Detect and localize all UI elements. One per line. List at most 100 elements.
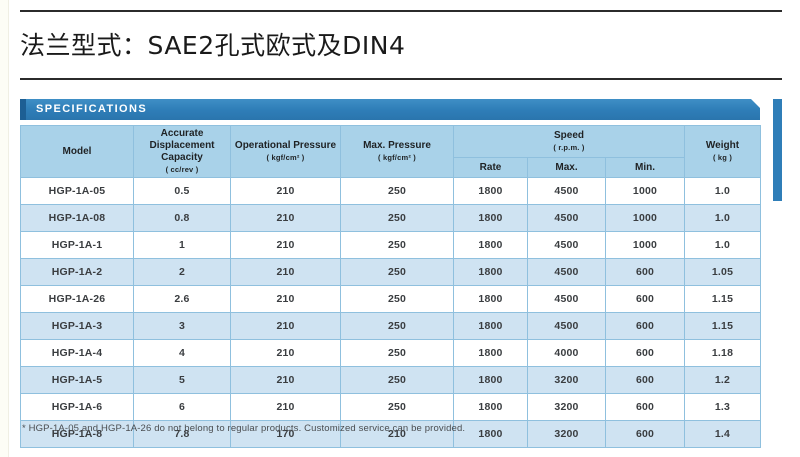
specifications-table-container: Model Accurate Displacement Capacity ( c… [20,124,761,448]
cell-speed-max: 3200 [527,366,606,394]
cell-speed-min: 600 [605,339,685,367]
cell-speed-rate: 1800 [453,231,528,259]
cell-displacement: 0.8 [133,204,231,232]
cell-model: HGP-1A-05 [20,177,134,205]
cell-speed-max: 3200 [527,393,606,421]
cell-speed-rate: 1800 [453,285,528,313]
table-header: Model Accurate Displacement Capacity ( c… [20,124,761,178]
page-title: 法兰型式：SAE2孔式欧式及DIN4 [20,31,406,60]
cell-weight: 1.0 [684,231,761,259]
cell-model: HGP-1A-1 [20,231,134,259]
cell-displacement: 3 [133,312,231,340]
table-row: HGP-1A-2 2 210 250 1800 4500 600 1.05 [20,258,761,286]
specifications-banner-background [20,99,760,120]
column-header-operational-pressure-label: Operational Pressure [234,140,337,151]
cell-weight: 1.05 [684,258,761,286]
cell-displacement: 2.6 [133,285,231,313]
column-header-weight-unit: ( kg ) [712,153,733,162]
cell-weight: 1.0 [684,204,761,232]
specifications-banner-label: SPECIFICATIONS [36,103,148,115]
table-row: HGP-1A-26 2.6 210 250 1800 4500 600 1.15 [20,285,761,313]
cell-model: HGP-1A-2 [20,258,134,286]
column-header-weight: Weight ( kg ) [684,125,761,178]
cell-model: HGP-1A-5 [20,366,134,394]
cell-model: HGP-1A-08 [20,204,134,232]
table-row: HGP-1A-5 5 210 250 1800 3200 600 1.2 [20,366,761,394]
cell-speed-max: 4500 [527,312,606,340]
cell-max-pressure: 250 [340,204,454,232]
cell-speed-max: 4000 [527,339,606,367]
column-header-max-pressure-label: Max. Pressure [363,140,431,151]
cell-operational-pressure: 210 [230,204,341,232]
cell-model: HGP-1A-3 [20,312,134,340]
cell-displacement: 1 [133,231,231,259]
cell-speed-rate: 1800 [453,204,528,232]
column-header-weight-label: Weight [705,140,740,151]
left-margin-strip [0,0,9,457]
cell-model: HGP-1A-8 [20,420,134,448]
cell-speed-min: 600 [605,366,685,394]
cell-max-pressure: 250 [340,339,454,367]
cell-operational-pressure: 210 [230,366,341,394]
cell-speed-min: 600 [605,393,685,421]
title-rule-bottom [20,78,782,80]
cell-speed-max: 4500 [527,204,606,232]
cell-speed-min: 600 [605,258,685,286]
cell-weight: 1.15 [684,285,761,313]
column-header-operational-pressure-unit: ( kgf/cm² ) [266,153,305,162]
cell-max-pressure: 250 [340,366,454,394]
cell-displacement: 4 [133,339,231,367]
cell-model: HGP-1A-6 [20,393,134,421]
title-rule-top [20,10,782,12]
cell-operational-pressure: 210 [230,285,341,313]
cell-displacement: 2 [133,258,231,286]
column-header-speed-max: Max. [527,157,606,178]
cell-speed-rate: 1800 [453,258,528,286]
table-footnote: * HGP-1A-05 and HGP-1A-26 do not belong … [22,423,466,434]
cell-operational-pressure: 210 [230,231,341,259]
cell-speed-max: 4500 [527,177,606,205]
column-header-speed-min: Min. [605,157,685,178]
table-header-row-primary: Model Accurate Displacement Capacity ( c… [20,124,761,178]
column-header-displacement-unit: ( cc/rev ) [165,165,199,174]
specifications-banner-accent [20,99,26,120]
cell-speed-min: 1000 [605,204,685,232]
cell-speed-rate: 1800 [453,393,528,421]
cell-model: HGP-1A-26 [20,285,134,313]
cell-speed-max: 3200 [527,420,606,448]
table-row: HGP-1A-8 7.8 170 210 1800 3200 600 1.4 [20,420,761,448]
specifications-banner: SPECIFICATIONS [20,99,760,120]
title-section: 法兰型式：SAE2孔式欧式及DIN4 [0,0,800,90]
cell-operational-pressure: 210 [230,258,341,286]
cell-operational-pressure: 210 [230,393,341,421]
cell-max-pressure: 250 [340,312,454,340]
cell-max-pressure: 250 [340,393,454,421]
cell-operational-pressure: 210 [230,177,341,205]
cell-weight: 1.0 [684,177,761,205]
cell-speed-min: 1000 [605,231,685,259]
column-header-displacement-label: Accurate Displacement Capacity [149,128,215,163]
table-body: HGP-1A-05 0.5 210 250 1800 4500 1000 1.0 HGP-1A-… [20,177,761,448]
cell-speed-min: 1000 [605,177,685,205]
cell-speed-min: 600 [605,420,685,448]
cell-weight: 1.3 [684,393,761,421]
cell-model: HGP-1A-4 [20,339,134,367]
column-header-model-label: Model [62,145,92,157]
cell-speed-rate: 1800 [453,366,528,394]
table-row: HGP-1A-6 6 210 250 1800 3200 600 1.3 [20,393,761,421]
cell-max-pressure: 250 [340,177,454,205]
column-header-max-pressure-unit: ( kgf/cm² ) [377,153,417,162]
cell-weight: 1.18 [684,339,761,367]
cell-speed-max: 4500 [527,231,606,259]
cell-operational-pressure: 170 [230,420,341,448]
table-row: HGP-1A-1 1 210 250 1800 4500 1000 1.0 [20,231,761,259]
table-header-row-secondary: Rate Max. Min. [21,157,761,178]
table-row: HGP-1A-05 0.5 210 250 1800 4500 1000 1.0 [20,177,761,205]
column-header-speed-rate: Rate [453,157,528,178]
cell-speed-min: 600 [605,285,685,313]
cell-speed-max: 4500 [527,285,606,313]
left-margin-divider [8,0,9,457]
cell-speed-max: 4500 [527,258,606,286]
cell-max-pressure: 250 [340,258,454,286]
cell-speed-rate: 1800 [453,177,528,205]
